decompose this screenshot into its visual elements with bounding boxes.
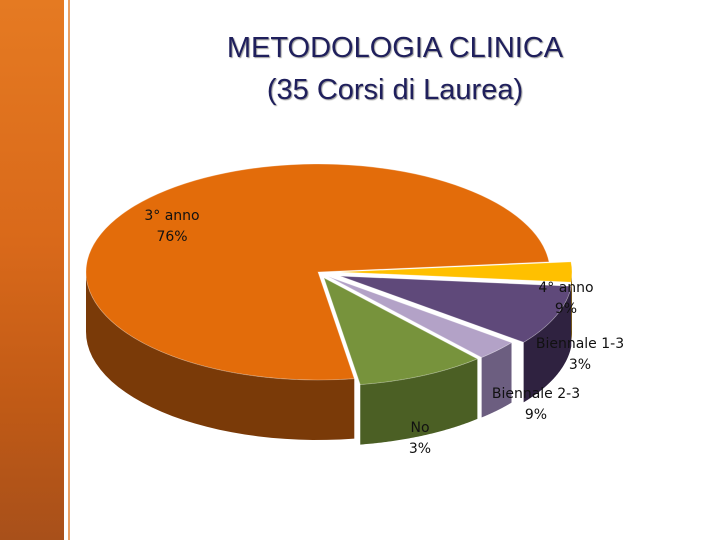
pie-slice-4 xyxy=(339,261,573,283)
chart-title-line-1: METODOLOGIA CLINICA xyxy=(226,32,564,64)
chart-title-line-2: (35 Corsi di Laurea) xyxy=(266,74,524,106)
slice-label-4: No xyxy=(410,420,429,436)
pie-slice-side-2 xyxy=(481,342,512,418)
sidebar-divider xyxy=(64,0,68,540)
slice-label-1: 4° anno xyxy=(538,280,593,296)
sidebar-divider-accent xyxy=(68,0,70,540)
slice-label-2: Biennale 1-3 xyxy=(536,336,624,352)
slice-value-label-2: 3% xyxy=(569,357,591,373)
pie-slice-3 xyxy=(340,275,572,343)
pie-slice-side-3 xyxy=(523,286,572,403)
slice-value-label-3: 9% xyxy=(525,407,547,423)
slice-label-3: Biennale 2-3 xyxy=(492,386,580,402)
slice-label-0: 3° anno xyxy=(144,208,199,224)
pie-slice-side-0 xyxy=(86,271,355,440)
pie-slice-side-1 xyxy=(360,358,478,445)
sidebar-band xyxy=(0,0,64,540)
slice-value-label-0: 76% xyxy=(156,229,187,245)
pie-labels: 3° anno 76% 4° anno 9% Biennale 1-3 3% Biennal… xyxy=(144,208,624,457)
pie-slices xyxy=(85,163,573,445)
pie-slice-1 xyxy=(323,277,479,385)
slice-value-label-1: 9% xyxy=(555,301,577,317)
pie-slice-2 xyxy=(328,276,513,358)
pie-slice-0 xyxy=(85,163,550,381)
slice-value-label-4: 3% xyxy=(409,441,431,457)
